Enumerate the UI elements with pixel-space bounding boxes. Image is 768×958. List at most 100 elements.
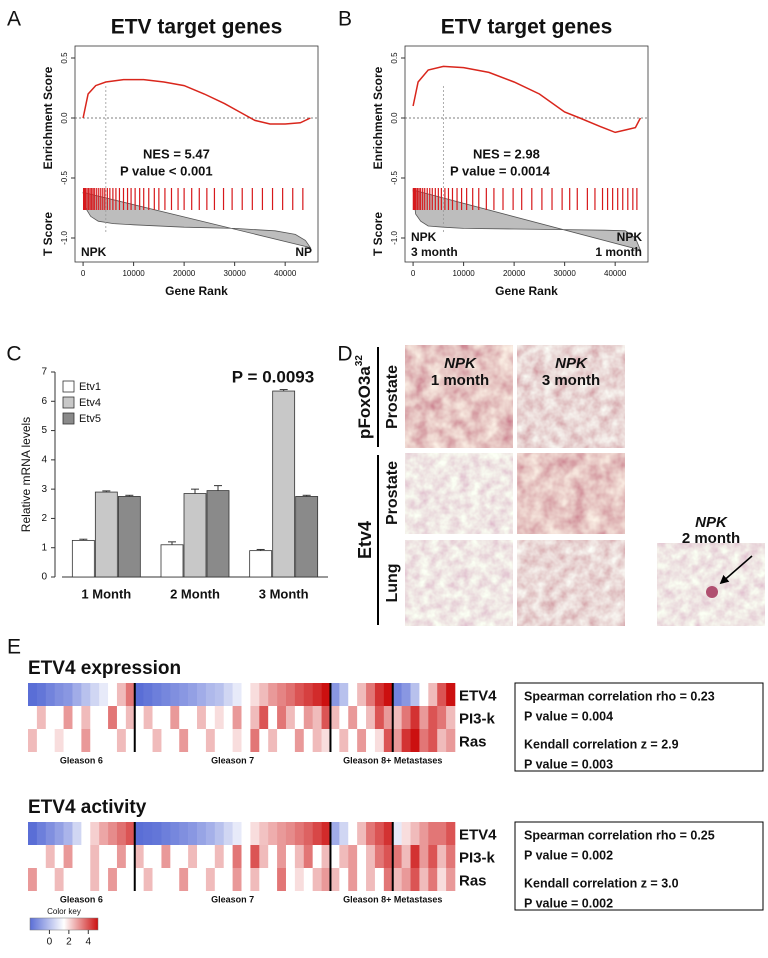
hit bbox=[512, 188, 514, 210]
heatmap-cell bbox=[143, 683, 153, 706]
heatmap-cell bbox=[232, 683, 242, 706]
heatmap-cell bbox=[259, 706, 269, 729]
marker-name: pFoxO3a bbox=[355, 366, 374, 439]
hit bbox=[466, 188, 468, 210]
heatmap-cell bbox=[374, 868, 385, 891]
heatmap-cell bbox=[410, 845, 420, 868]
heatmap-cell bbox=[170, 706, 180, 729]
heatmap-cell bbox=[170, 845, 180, 868]
heatmap-cell bbox=[36, 706, 47, 729]
y-tick-label: 0.5 bbox=[390, 52, 399, 64]
heatmap-cell bbox=[36, 845, 47, 868]
heatmap-cell bbox=[205, 729, 216, 752]
heatmap-cell bbox=[134, 729, 144, 752]
micrograph bbox=[405, 453, 513, 534]
heatmap-cell bbox=[108, 845, 118, 868]
heatmap-cell bbox=[250, 845, 260, 868]
heatmap-cell bbox=[134, 845, 144, 868]
micrograph bbox=[405, 345, 513, 448]
error-bar bbox=[256, 548, 265, 551]
x-tick-label: 30000 bbox=[224, 269, 247, 278]
error-bar bbox=[214, 485, 222, 491]
heatmap-cell bbox=[90, 706, 100, 729]
hit bbox=[622, 188, 624, 210]
heatmap-cell bbox=[36, 729, 47, 752]
hit bbox=[594, 188, 596, 210]
heatmap-cell bbox=[99, 845, 109, 868]
es-curve bbox=[412, 65, 642, 134]
heatmap-cell bbox=[108, 683, 118, 706]
heatmap-cell bbox=[339, 868, 349, 891]
heatmap-cell bbox=[268, 729, 278, 752]
x-tick-label: 1 Month bbox=[81, 586, 131, 601]
heatmap-cell bbox=[214, 729, 225, 752]
tissue-label: Prostate bbox=[384, 365, 401, 429]
hit bbox=[89, 188, 91, 210]
y-tick-label: 1 bbox=[41, 542, 47, 553]
heatmap-cell bbox=[285, 868, 296, 891]
heatmap-cell bbox=[116, 729, 127, 752]
heatmap-cell bbox=[437, 729, 447, 752]
hit bbox=[415, 188, 417, 210]
hit bbox=[456, 188, 458, 210]
panel-letter: E bbox=[7, 636, 21, 659]
hit bbox=[414, 188, 416, 210]
group-label: 1 month bbox=[595, 245, 642, 259]
lesion bbox=[706, 586, 718, 598]
error-bar bbox=[191, 488, 199, 494]
heatmap-cell bbox=[410, 706, 420, 729]
hit bbox=[617, 188, 619, 210]
group-label: 3 month bbox=[411, 245, 458, 259]
heatmap-cell bbox=[294, 822, 305, 845]
heatmap-cell bbox=[99, 822, 109, 845]
heatmap-cell bbox=[339, 706, 349, 729]
y-axis-label: Enrichment Score bbox=[41, 66, 55, 169]
heatmap-cell bbox=[383, 729, 394, 752]
y-tick-label: 3 bbox=[41, 484, 47, 495]
stats-text: Spearman correlation rho = 0.25 bbox=[524, 828, 715, 842]
heatmap-cell bbox=[81, 845, 91, 868]
heatmap-cell bbox=[277, 729, 287, 752]
heatmap-cell bbox=[419, 706, 429, 729]
heatmap-cell bbox=[197, 729, 207, 752]
heatmap-cell bbox=[285, 729, 296, 752]
heatmap-cell bbox=[446, 845, 456, 868]
panel-letter: B bbox=[338, 8, 352, 31]
y-tick-label: -0.5 bbox=[60, 171, 69, 185]
heatmap-cell bbox=[36, 822, 47, 845]
heatmap-cell bbox=[161, 822, 171, 845]
heatmap-cell bbox=[161, 845, 171, 868]
heatmap-cell bbox=[401, 706, 411, 729]
heatmap-cell bbox=[392, 822, 402, 845]
key-title: Color key bbox=[47, 907, 81, 916]
annotation: NES = 5.47 bbox=[143, 146, 210, 161]
group-label: NPK bbox=[81, 245, 107, 259]
marker-label: Etv4 bbox=[355, 521, 375, 559]
heatmap-cell bbox=[268, 706, 278, 729]
heatmap-cell bbox=[170, 868, 180, 891]
heatmap-cell bbox=[108, 822, 118, 845]
heatmap-cell bbox=[99, 706, 109, 729]
hit bbox=[148, 188, 150, 210]
hit bbox=[118, 188, 121, 210]
heatmap-cell bbox=[437, 868, 447, 891]
heatmap-cell bbox=[125, 845, 136, 868]
hit bbox=[98, 188, 100, 210]
group-label: Gleason 8+ Metastases bbox=[343, 755, 442, 765]
heatmap-cell bbox=[241, 822, 251, 845]
heatmap-cell bbox=[366, 706, 376, 729]
hit bbox=[472, 188, 474, 210]
group-label: NPK bbox=[617, 230, 643, 244]
column-subtitle: 3 month bbox=[542, 372, 600, 389]
x-tick-label: 3 Month bbox=[259, 586, 309, 601]
heatmap-title: ETV4 activity bbox=[28, 797, 147, 818]
heatmap-cell bbox=[259, 868, 269, 891]
hit bbox=[418, 188, 420, 210]
heatmap-cell bbox=[54, 868, 64, 891]
heatmap-cell bbox=[303, 683, 313, 706]
heatmap-cell bbox=[116, 868, 127, 891]
heatmap-cell bbox=[312, 868, 322, 891]
heatmap-cell bbox=[188, 706, 198, 729]
heatmap-cell bbox=[348, 822, 358, 845]
heatmap-cell bbox=[28, 822, 38, 845]
